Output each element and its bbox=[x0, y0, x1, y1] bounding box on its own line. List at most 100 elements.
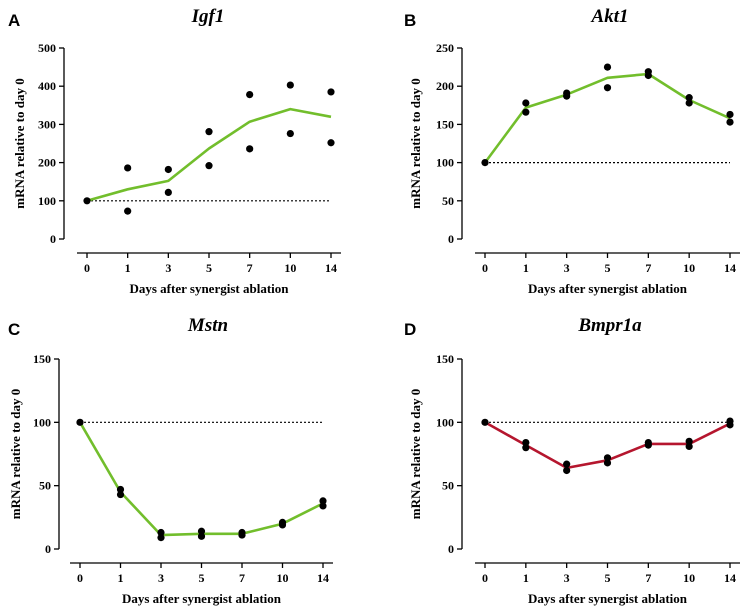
x-axis-label: Days after synergist ablation bbox=[122, 591, 282, 606]
data-point bbox=[124, 164, 132, 172]
x-tick-label: 1 bbox=[125, 261, 131, 275]
y-axis-label: mRNA relative to day 0 bbox=[12, 78, 27, 208]
y-axis-label: mRNA relative to day 0 bbox=[8, 389, 23, 519]
y-tick-label: 0 bbox=[448, 542, 454, 556]
data-point bbox=[319, 497, 327, 505]
mean-line bbox=[78, 421, 324, 537]
x-tick-label: 7 bbox=[645, 261, 651, 275]
data-point bbox=[116, 490, 125, 499]
panel-b: B Akt1 0 50 100 150 200 250 0 1 3 5 7 10 14 Days after … bbox=[404, 6, 740, 296]
x-tick-label: 3 bbox=[165, 261, 171, 275]
data-point bbox=[124, 207, 132, 215]
y-tick-label: 50 bbox=[442, 479, 454, 493]
y-tick-label: 0 bbox=[448, 232, 454, 246]
x-tick-label: 0 bbox=[84, 261, 90, 275]
panel-letter: B bbox=[404, 11, 416, 30]
data-point bbox=[685, 437, 693, 445]
data-point bbox=[205, 128, 213, 136]
x-tick-label: 7 bbox=[645, 571, 651, 585]
x-tick-label: 10 bbox=[284, 261, 296, 275]
y-tick-label: 100 bbox=[436, 415, 454, 429]
data-point bbox=[563, 466, 571, 475]
panel-title: Mstn bbox=[187, 315, 228, 336]
x-tick-label: 1 bbox=[523, 261, 529, 275]
y-tick-label: 100 bbox=[38, 194, 56, 208]
x-tick-label: 0 bbox=[482, 261, 488, 275]
data-point bbox=[205, 162, 213, 170]
y-axis-label: mRNA relative to day 0 bbox=[408, 389, 423, 519]
data-point bbox=[157, 528, 165, 537]
data-point bbox=[726, 421, 734, 429]
panel-letter: A bbox=[8, 11, 20, 30]
y-tick-label: 150 bbox=[33, 352, 51, 366]
panel-title: Akt1 bbox=[591, 6, 629, 27]
x-tick-label: 3 bbox=[158, 571, 164, 585]
y-tick-label: 500 bbox=[38, 41, 56, 55]
x-tick-label: 14 bbox=[325, 261, 337, 275]
y-tick-label: 100 bbox=[33, 415, 51, 429]
data-point bbox=[603, 63, 612, 71]
data-point bbox=[116, 485, 125, 494]
x-tick-label: 1 bbox=[118, 571, 124, 585]
x-tick-label: 14 bbox=[317, 571, 329, 585]
data-point bbox=[644, 441, 652, 449]
panel-title: Igf1 bbox=[191, 6, 225, 27]
y-tick-label: 50 bbox=[442, 194, 454, 208]
data-point bbox=[286, 129, 294, 138]
data-point bbox=[522, 108, 530, 116]
data-point bbox=[644, 71, 652, 80]
x-tick-label: 10 bbox=[277, 571, 289, 585]
data-point bbox=[76, 418, 84, 426]
x-tick-label: 1 bbox=[523, 571, 529, 585]
data-point bbox=[522, 99, 530, 107]
x-tick-label: 7 bbox=[247, 261, 253, 275]
x-tick-label: 10 bbox=[683, 261, 695, 275]
data-point bbox=[278, 521, 287, 529]
data-point bbox=[481, 159, 489, 167]
x-tick-label: 14 bbox=[724, 261, 736, 275]
data-point bbox=[603, 454, 612, 462]
data-point bbox=[563, 460, 571, 468]
data-point bbox=[197, 532, 206, 540]
y-tick-label: 150 bbox=[436, 352, 454, 366]
data-point bbox=[603, 459, 612, 467]
y-axis-label: mRNA relative to day 0 bbox=[408, 78, 423, 208]
data-point bbox=[157, 534, 165, 542]
panel-a: A Igf1 0 100 200 300 400 500 0 1 3 5 7 10 14 Days after… bbox=[8, 6, 341, 296]
data-point bbox=[327, 139, 335, 147]
x-tick-label: 5 bbox=[605, 571, 611, 585]
data-point bbox=[164, 165, 172, 174]
y-tick-label: 250 bbox=[436, 41, 454, 55]
data-point bbox=[481, 418, 489, 426]
y-tick-label: 200 bbox=[436, 79, 454, 93]
data-point bbox=[603, 84, 612, 92]
panel-d: D Bmpr1a 0 50 100 150 0 1 3 5 7 10 14 Days after syne… bbox=[404, 315, 740, 606]
panel-letter: D bbox=[404, 320, 416, 339]
data-point bbox=[685, 94, 693, 102]
y-tick-label: 200 bbox=[38, 156, 56, 170]
x-tick-label: 3 bbox=[564, 571, 570, 585]
x-tick-label: 7 bbox=[239, 571, 245, 585]
data-point bbox=[246, 145, 254, 153]
y-tick-label: 300 bbox=[38, 117, 56, 131]
data-point bbox=[319, 502, 327, 510]
x-axis-label: Days after synergist ablation bbox=[129, 281, 289, 296]
panel-letter: C bbox=[8, 320, 20, 339]
panel-c: C Mstn 0 50 100 150 0 1 3 5 7 10 14 Days after synerg… bbox=[8, 315, 333, 606]
x-tick-label: 0 bbox=[77, 571, 83, 585]
x-tick-label: 5 bbox=[605, 261, 611, 275]
data-point bbox=[563, 92, 571, 100]
x-axis-label: Days after synergist ablation bbox=[528, 281, 688, 296]
data-point bbox=[726, 118, 734, 126]
y-tick-label: 400 bbox=[38, 79, 56, 93]
x-tick-label: 10 bbox=[683, 571, 695, 585]
data-point bbox=[685, 442, 693, 450]
data-point bbox=[522, 444, 530, 452]
x-axis-label: Days after synergist ablation bbox=[528, 591, 688, 606]
y-tick-label: 0 bbox=[50, 232, 56, 246]
data-point bbox=[522, 439, 530, 447]
x-tick-label: 5 bbox=[206, 261, 212, 275]
data-point bbox=[83, 197, 91, 205]
mean-line bbox=[86, 107, 332, 203]
panel-title: Bmpr1a bbox=[577, 315, 642, 336]
